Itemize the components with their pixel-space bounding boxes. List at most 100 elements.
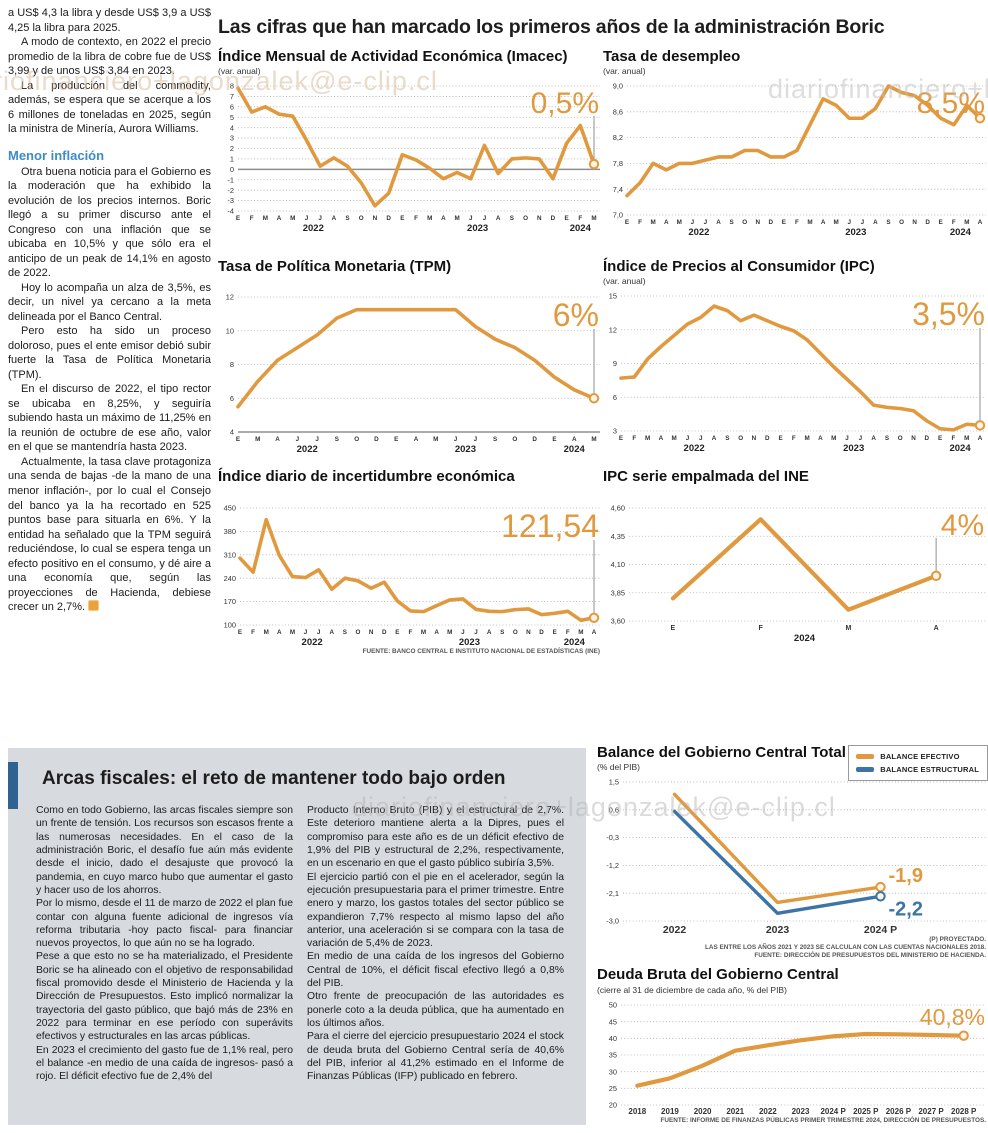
- chart-title: Índice de Precios al Consumidor (IPC): [603, 258, 875, 275]
- svg-text:M: M: [834, 219, 839, 226]
- page-title: Las cifras que han marcado los primeros …: [218, 16, 885, 38]
- svg-text:2022: 2022: [302, 637, 323, 648]
- svg-text:2023: 2023: [843, 443, 864, 454]
- svg-text:0,6: 0,6: [609, 806, 619, 815]
- chart-tpm: Tasa de Política Monetaria (TPM) 12 10 8 6 4…: [218, 258, 602, 457]
- svg-text:A: A: [873, 219, 878, 226]
- svg-text:S: S: [343, 629, 347, 636]
- svg-text:15: 15: [609, 292, 617, 301]
- chart-subtitle: (var. anual): [603, 66, 646, 77]
- svg-text:170: 170: [224, 597, 236, 606]
- svg-text:240: 240: [224, 574, 236, 583]
- svg-text:S: S: [725, 435, 729, 442]
- svg-text:7: 7: [230, 92, 234, 101]
- svg-text:J: J: [305, 215, 309, 222]
- svg-text:2018: 2018: [628, 1107, 646, 1116]
- svg-text:M: M: [447, 629, 452, 636]
- svg-text:D: D: [386, 215, 391, 222]
- svg-text:2024: 2024: [949, 443, 971, 454]
- svg-text:J: J: [469, 215, 473, 222]
- svg-text:O: O: [359, 215, 364, 222]
- svg-text:S: S: [345, 215, 349, 222]
- svg-text:E: E: [938, 435, 942, 442]
- svg-text:FUENTE: INFORME DE FINANZAS PÚ: FUENTE: INFORME DE FINANZAS PÚBLICAS PRI…: [661, 1115, 987, 1124]
- svg-text:-4: -4: [227, 207, 234, 216]
- svg-text:FUENTE: BANCO CENTRAL E INSTIT: FUENTE: BANCO CENTRAL E INSTITUTO NACION…: [363, 646, 600, 655]
- svg-text:J: J: [315, 436, 319, 443]
- svg-text:-1: -1: [227, 176, 234, 185]
- svg-text:2022: 2022: [688, 227, 709, 238]
- paragraph: En 2023 el crecimiento del gasto fue de …: [36, 1044, 293, 1083]
- svg-text:8: 8: [230, 360, 234, 369]
- deuda-line-chart: 50 45 40 35 30 25 20 2018 2019 2020 2021 2022 2023 20…: [609, 1000, 987, 1124]
- svg-text:2024: 2024: [950, 227, 972, 238]
- subhead-menor-inflacion: Menor inflación: [8, 147, 105, 163]
- svg-text:E: E: [565, 215, 569, 222]
- svg-text:9: 9: [613, 359, 617, 368]
- svg-text:A: A: [978, 219, 983, 226]
- svg-text:J: J: [318, 215, 322, 222]
- svg-text:A: A: [441, 215, 446, 222]
- svg-text:F: F: [952, 219, 956, 226]
- article-end-marker-icon: [88, 600, 100, 612]
- paragraph: En el discurso de 2022, el tipo rector s…: [8, 383, 211, 454]
- svg-text:J: J: [704, 219, 708, 226]
- svg-text:J: J: [691, 219, 695, 226]
- svg-text:-1,2: -1,2: [606, 861, 619, 870]
- svg-text:2: 2: [230, 144, 234, 153]
- legend-label: BALANCE EFECTIVO: [880, 752, 960, 761]
- svg-text:2021: 2021: [726, 1107, 744, 1116]
- svg-text:1,5: 1,5: [609, 778, 619, 787]
- svg-text:A: A: [275, 436, 280, 443]
- svg-text:6: 6: [230, 394, 234, 403]
- svg-text:D: D: [382, 629, 387, 636]
- svg-text:M: M: [845, 625, 851, 632]
- paragraph: Pero esto ha sido un proceso doloroso, p…: [8, 325, 211, 381]
- svg-text:A: A: [572, 436, 577, 443]
- legend-row: BALANCE EFECTIVO: [856, 750, 979, 763]
- headline-accent-bar: [8, 762, 18, 809]
- svg-text:J: J: [699, 435, 703, 442]
- svg-text:M: M: [807, 219, 812, 226]
- svg-text:J: J: [483, 215, 487, 222]
- svg-text:A: A: [818, 435, 823, 442]
- svg-text:M: M: [831, 435, 836, 442]
- svg-text:F: F: [414, 215, 418, 222]
- svg-text:4: 4: [230, 124, 234, 133]
- svg-text:A: A: [659, 435, 664, 442]
- paragraph: Actualmente, la tasa clave protagoniza u…: [8, 455, 211, 615]
- paragraph-text: Actualmente, la tasa clave protagoniza u…: [8, 455, 211, 614]
- svg-text:30: 30: [609, 1067, 617, 1076]
- svg-text:E: E: [395, 629, 399, 636]
- svg-text:S: S: [493, 436, 497, 443]
- svg-text:J: J: [296, 436, 300, 443]
- svg-text:S: S: [729, 219, 733, 226]
- svg-text:N: N: [752, 435, 757, 442]
- svg-text:20: 20: [609, 1100, 617, 1109]
- chart-ipc-empalmada: IPC serie empalmada del INE 4,60 4,35 4,10…: [603, 468, 988, 646]
- panel-columns: Como en todo Gobierno, las arcas fiscale…: [36, 804, 564, 1084]
- svg-text:50: 50: [609, 1000, 617, 1009]
- chart-title: Balance del Gobierno Central Total: [597, 744, 846, 761]
- svg-text:F: F: [632, 435, 636, 442]
- panel-headline: Arcas fiscales: el reto de mantener todo…: [42, 768, 506, 789]
- svg-text:121,54: 121,54: [501, 508, 599, 544]
- svg-text:A: A: [592, 629, 597, 636]
- svg-text:40: 40: [609, 1033, 617, 1042]
- svg-text:M: M: [964, 435, 969, 442]
- svg-text:M: M: [672, 435, 677, 442]
- svg-text:S: S: [510, 215, 514, 222]
- svg-text:M: M: [645, 435, 650, 442]
- svg-text:J: J: [454, 436, 458, 443]
- svg-text:8,5%: 8,5%: [917, 87, 985, 120]
- paragraph: Por lo mismo, desde el 11 de marzo de 20…: [36, 898, 293, 950]
- chart-imacec: Índice Mensual de Actividad Económica (I…: [218, 48, 602, 236]
- svg-text:A: A: [716, 219, 721, 226]
- svg-text:E: E: [238, 629, 242, 636]
- svg-text:2022: 2022: [684, 443, 705, 454]
- svg-text:F: F: [251, 629, 255, 636]
- svg-text:F: F: [578, 215, 582, 222]
- svg-text:D: D: [769, 219, 774, 226]
- svg-text:A: A: [821, 219, 826, 226]
